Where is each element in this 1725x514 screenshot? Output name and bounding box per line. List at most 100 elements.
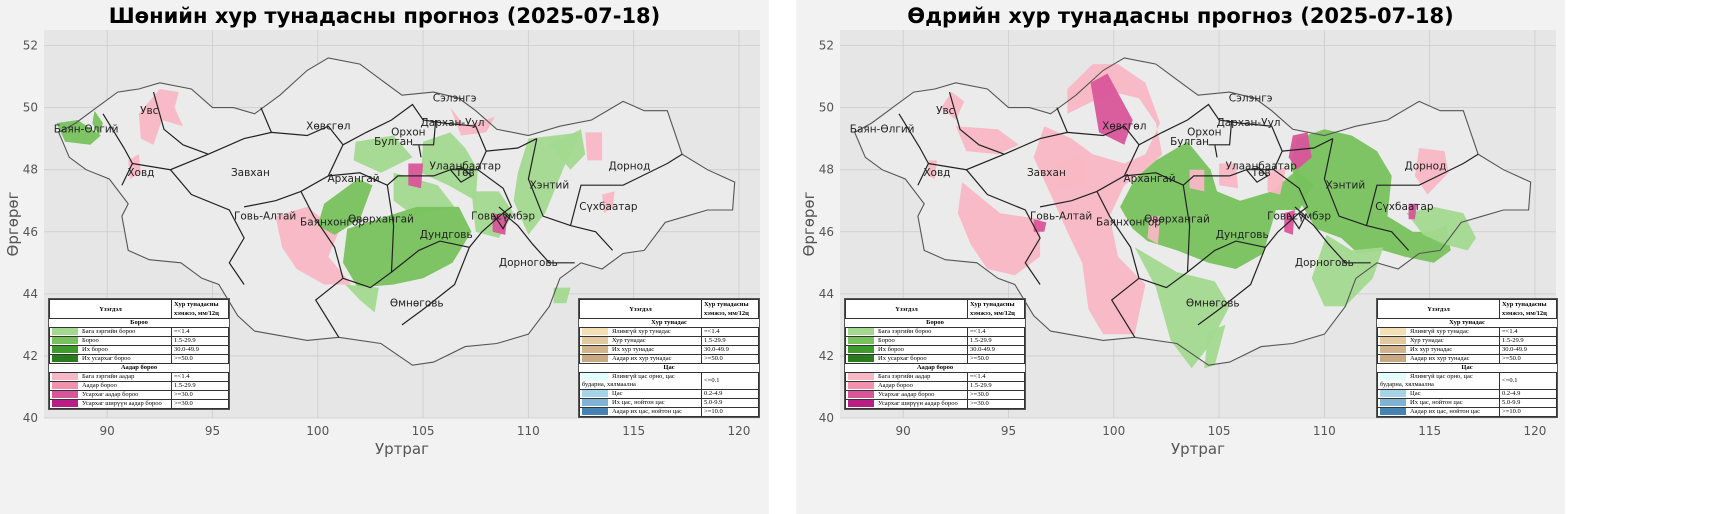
legend-range: 0.2-4.9 [701, 389, 759, 399]
legend-range: <=0.1 [1499, 372, 1557, 390]
legend-swatch [1380, 346, 1406, 354]
legend-header-amount: Хур тунадасны хэмжээ, мм/12ц [171, 299, 229, 319]
x-tick-label: 120 [1523, 424, 1546, 438]
legend-item: Хур тунадас [1377, 336, 1500, 346]
province-label: Дорноговь [499, 257, 558, 269]
legend-label: Бага зэргийн бороо [878, 328, 932, 335]
province-border [948, 91, 1005, 155]
night-forecast-panel: Шөнийн хур тунадасны прогноз (2025-07-18… [0, 0, 769, 514]
forecast-area [1120, 141, 1314, 269]
legend-label: Бага зэргийн аадар [878, 373, 931, 380]
province-label: Дорнод [1405, 161, 1447, 173]
y-tick-label: 40 [23, 411, 38, 425]
legend-label: Их цас, нойтон цас [612, 399, 665, 406]
forecast-area [941, 92, 965, 120]
province-label: Баян-Өлгий [850, 123, 915, 135]
province-label: Завхан [1027, 167, 1066, 179]
province-label: Сэлэнгэ [433, 92, 477, 104]
x-axis-label: Уртраг [375, 440, 429, 458]
legend-item: Хур тунадас [579, 336, 702, 346]
province-border [300, 191, 344, 338]
legend-range: 1.5-29.9 [701, 336, 759, 346]
legend-item: Их цас, нойтон цас [1377, 398, 1500, 408]
y-tick-label: 42 [23, 349, 38, 363]
province-label: Дундговь [420, 229, 473, 241]
y-axis-label: Өргөрөг [4, 191, 22, 256]
forecast-area [421, 132, 478, 201]
forecast-area [92, 110, 103, 136]
province-label: Дорнод [609, 161, 651, 173]
legend-item: Аадар их цас, нойтон цас [1377, 407, 1500, 417]
legend-label: Бороо [82, 337, 99, 344]
legend-range: >=10.0 [701, 407, 759, 417]
forecast-area [1406, 206, 1476, 251]
legend-label: Их бороо [82, 346, 108, 353]
legend-header-amount: Хур тунадасны хэмжээ, мм/12ц [701, 299, 759, 319]
province-border [1323, 138, 1410, 251]
legend-item: Цас [579, 389, 702, 399]
forecast-area [1056, 157, 1085, 189]
y-tick-label: 50 [23, 101, 38, 115]
forecast-area [1189, 169, 1205, 192]
legend-label: Их усархаг бороо [82, 355, 131, 362]
x-tick-label: 100 [306, 424, 329, 438]
legend-swatch [848, 400, 874, 408]
legend-item: Их бороо [49, 345, 172, 355]
forecast-area [1033, 219, 1047, 232]
province-label: Говьсүмбэр [471, 210, 535, 222]
legend-swatch [848, 346, 874, 354]
province-label: Өмнөговь [1186, 297, 1240, 309]
legend-section-title: Хур тунадас [579, 318, 759, 328]
legend-item: Бага зэргийн аадар [845, 372, 968, 382]
province-border [386, 185, 395, 273]
province-border [1096, 191, 1140, 338]
province-border [1138, 103, 1241, 146]
legend-range: >=30.0 [967, 390, 1025, 400]
province-border [1277, 212, 1371, 264]
x-tick-label: 110 [517, 424, 540, 438]
province-label: Увс [936, 105, 955, 117]
legend-swatch [1380, 328, 1406, 336]
forecast-area [56, 120, 101, 145]
province-border [1056, 107, 1068, 133]
province-border [1004, 125, 1140, 155]
legend-range: >=50.0 [701, 354, 759, 364]
legend-item: Ялимгүй хур тунадас [1377, 327, 1500, 337]
y-tick-label: 44 [819, 287, 834, 301]
province-label: Дархан-Уул [421, 117, 485, 129]
legend-range: =<1.4 [171, 372, 229, 382]
province-border [965, 169, 1041, 285]
forecast-area [1134, 247, 1230, 369]
province-label: Завхан [231, 167, 270, 179]
legend-item: Аадар их хур тунадас [579, 354, 702, 364]
province-label: Булган [374, 136, 413, 148]
forecast-area [1284, 210, 1295, 235]
forecast-area [1408, 203, 1417, 220]
legend-section-title: Бороо [49, 318, 229, 328]
legend-item: Их хур тунадас [579, 345, 702, 355]
legend-section-title: Аадар бороо [845, 363, 1025, 373]
legend-item: Аадар их хур тунадас [1377, 354, 1500, 364]
legend-swatch [582, 390, 608, 398]
legend-item: Аадар их цас, нойтон цас [579, 407, 702, 417]
legend-range: 5.0-9.9 [701, 398, 759, 408]
y-tick-label: 42 [819, 349, 834, 363]
forecast-area [957, 182, 1041, 276]
legend-label: Аадар их цас, нойтон цас [1410, 408, 1480, 415]
legend-label: Ялимгүй хур тунадас [612, 328, 671, 335]
legend-label: Их бороо [878, 346, 904, 353]
legend-item: Ялимгүй хур тунадас [579, 327, 702, 337]
province-label: Хөвсгөл [306, 120, 350, 132]
legend-swatch [1380, 399, 1406, 407]
province-border [1282, 138, 1334, 152]
legend-label: Их хур тунадас [612, 346, 655, 353]
legend-range: >=10.0 [1499, 407, 1557, 417]
legend-section-title: Бороо [845, 318, 1025, 328]
legend-label: Ялимгүй цас орно, цас бударна, хялмаална [1380, 373, 1473, 388]
province-label: Хөвсгөл [1102, 120, 1146, 132]
legend-range: >=30.0 [171, 390, 229, 400]
legend-item: Цас [1377, 389, 1500, 399]
province-border [1182, 185, 1191, 273]
province-border [342, 103, 445, 146]
legend-label: Ялимгүй цас орно, цас бударна, хялмаална [582, 373, 675, 388]
